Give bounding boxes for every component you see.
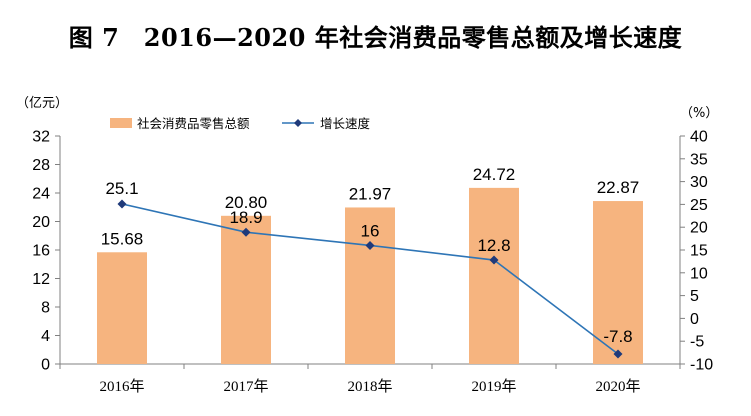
right-tick-label: 10 — [690, 265, 708, 282]
left-tick-label: 12 — [32, 271, 50, 288]
right-tick-label: 25 — [690, 197, 708, 214]
line-value-label: -7.8 — [603, 327, 632, 346]
x-tick-label: 2018年 — [347, 378, 392, 395]
bar-value-label: 20.80 — [225, 193, 268, 212]
axes: 0 4 8 12 16 20 24 28 32 -10 -5 0 5 10 15 20 25 30 35 40 2016… — [16, 96, 718, 395]
left-tick-label: 32 — [32, 129, 50, 146]
bar — [469, 187, 519, 364]
x-tick-label: 2019年 — [471, 378, 516, 395]
x-tick-label: 2016年 — [99, 378, 144, 395]
line-value-label: 12.8 — [477, 236, 510, 255]
right-tick-label: -10 — [690, 357, 713, 374]
left-tick-label: 28 — [32, 157, 50, 174]
right-tick-label: 5 — [690, 288, 699, 305]
data-labels: 15.68 20.80 21.97 24.72 22.87 25.1 18.9 16 12.8 -… — [101, 165, 640, 346]
left-tick-label: 4 — [41, 328, 50, 345]
left-tick-label: 24 — [32, 186, 50, 203]
legend: 社会消费品零售总额 增长速度 — [110, 116, 371, 131]
chart-title: 图 7 2016—2020 年社会消费品零售总额及增长速度 — [68, 23, 683, 52]
left-axis-unit: （亿元） — [16, 96, 68, 111]
line-value-label: 25.1 — [105, 179, 138, 198]
right-tick-label: 35 — [690, 151, 708, 168]
line-value-label: 18.9 — [229, 208, 262, 227]
line-point — [613, 349, 623, 359]
legend-bar-label: 社会消费品零售总额 — [137, 116, 250, 131]
bar-value-label: 22.87 — [597, 178, 640, 197]
bar-value-label: 24.72 — [473, 165, 516, 184]
left-tick-label: 20 — [32, 214, 50, 231]
right-tick-label: 40 — [690, 129, 708, 146]
line-point — [117, 199, 127, 209]
x-tick-label: 2020年 — [595, 378, 640, 395]
left-tick-label: 16 — [32, 243, 50, 260]
bar-value-label: 21.97 — [349, 184, 392, 203]
bar — [97, 252, 147, 364]
bar-series — [97, 187, 643, 364]
line-value-label: 16 — [361, 221, 380, 240]
right-tick-label: 15 — [690, 243, 708, 260]
bar — [345, 207, 395, 364]
bar — [593, 201, 643, 364]
legend-line-label: 增长速度 — [320, 116, 371, 131]
line-series — [117, 199, 623, 359]
x-tick-label: 2017年 — [223, 378, 268, 395]
legend-bar-swatch — [110, 118, 132, 128]
bar-value-label: 15.68 — [101, 229, 144, 248]
right-tick-label: 30 — [690, 174, 708, 191]
line-point — [489, 255, 499, 265]
right-axis-unit: （%） — [680, 106, 718, 121]
left-tick-label: 8 — [41, 300, 50, 317]
right-tick-label: 0 — [690, 311, 699, 328]
left-tick-label: 0 — [41, 357, 50, 374]
bar — [221, 215, 271, 364]
right-tick-label: 20 — [690, 220, 708, 237]
legend-line-marker — [294, 119, 302, 127]
line-point — [365, 240, 375, 250]
line-point — [241, 227, 251, 237]
right-tick-label: -5 — [690, 334, 704, 351]
